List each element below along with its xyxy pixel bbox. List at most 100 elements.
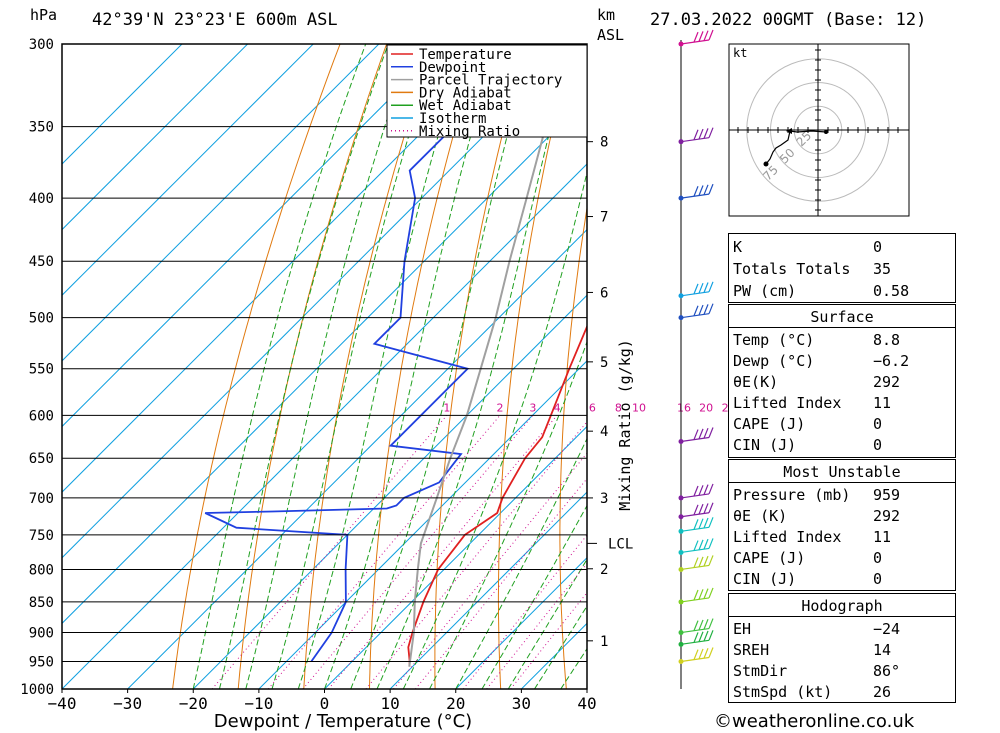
most-unstable-row-label: Pressure (mb) [733,486,851,504]
isotherm-line [62,44,380,362]
wet-adiabat-line [350,44,533,689]
wind-barb [678,303,714,321]
mixing-ratio-axis-label: Mixing Ratio (g/kg) [616,339,634,511]
mixing-ratio-label: 20 [699,401,713,414]
hodograph-stat-row-label: SREH [733,641,770,659]
mixing-ratio-line [486,562,587,689]
pressure-tick-label: 750 [29,528,54,544]
dry-adiabat-line [237,44,388,689]
credit-label: ©weatheronline.co.uk [714,711,915,732]
pressure-tick-label: 700 [29,491,54,507]
pressure-tick-label: 900 [29,626,54,642]
most-unstable-row-value: 0 [873,570,883,588]
hodograph-stat-row: EH −24 [729,618,955,639]
most-unstable-row-label: Lifted Index [733,528,842,546]
most-unstable-row-label: CIN (J) [733,570,797,588]
most-unstable-row-label: θE (K) [733,507,788,525]
legend-box [386,44,588,138]
most-unstable-panel: Most Unstable Pressure (mb) 959 θE (K) 292 L… [728,459,956,591]
totals-totals-value: 35 [873,260,892,278]
mixing-ratio-line [365,421,587,689]
hodograph-stat-row: StmSpd (kt) 26 [729,681,955,702]
wet-adiabat-line [429,340,587,689]
hodograph-stat-row: SREH 14 [729,639,955,660]
pressure-tick-label: 450 [29,254,54,270]
height-unit-asl-label: ASL [597,26,625,44]
hodograph-point [763,161,769,167]
hodograph-stats-title: Hodograph [801,597,883,615]
wind-barb [678,630,714,647]
surface-title: Surface [810,308,874,326]
wind-barb [678,127,714,145]
hodograph-stat-row-value: 26 [873,683,892,701]
most-unstable-row: CIN (J) 0 [729,568,955,589]
surface-panel: Surface Temp (°C) 8.8 Dewp (°C) −6.2 θE(K) 29… [728,304,956,458]
dry-adiabat-line [559,204,587,689]
pressure-unit-label: hPa [30,6,58,24]
pressure-tick-label: 1000 [20,682,54,698]
most-unstable-row: CAPE (J) 0 [729,547,955,568]
x-tick-label: −10 [244,694,273,713]
hodograph-stat-row-label: StmSpd (kt) [733,683,833,701]
legend-entry: Temperature [419,47,512,63]
isotherm-line [127,228,587,689]
hodograph-stat-row: StmDir 86° [729,660,955,681]
mixing-ratio-line [462,534,587,689]
surface-row-label: θE(K) [733,373,779,391]
x-tick-label: −30 [113,694,142,713]
mixing-ratio-label: 3 [529,401,536,414]
surface-row: θE(K) 292 [729,371,955,392]
surface-row-value: 11 [873,394,892,412]
most-unstable-title: Most Unstable [783,463,901,481]
most-unstable-row-value: 0 [873,549,883,567]
isotherm-line [455,557,587,689]
wind-barb [678,427,714,444]
height-unit-label: km [597,6,616,24]
km-tick-label: 1 [600,634,608,650]
pressure-tick-label: 650 [29,451,54,467]
location-label: 42°39'N 23°23'E 600m ASL [92,10,338,30]
most-unstable-row-value: 959 [873,486,901,504]
surface-row: CIN (J) 0 [729,434,955,455]
legend-entry: Wet Adiabat [419,98,512,114]
wind-barb [678,183,714,201]
wind-barb [678,483,714,501]
surface-row: CAPE (J) 0 [729,413,955,434]
pressure-tick-label: 350 [29,120,54,136]
surface-row-label: Dewp (°C) [733,352,815,370]
surface-row-value: 292 [873,373,901,391]
isotherm-line [62,44,314,296]
isotherm-line [258,360,587,689]
pressure-tick-label: 950 [29,655,54,671]
most-unstable-row-label: CAPE (J) [733,549,806,567]
hodograph-stat-row-value: 14 [873,641,892,659]
wind-barb [678,538,714,555]
wind-barb [678,517,714,534]
isotherm-line [389,491,587,689]
surface-row-value: 0 [873,436,883,454]
parcel-trajectory-series [408,44,571,667]
legend-entry: Dewpoint [419,60,486,76]
most-unstable-row-value: 292 [873,507,901,525]
x-tick-label: −20 [179,694,208,713]
km-tick-label: 4 [600,424,608,440]
x-axis-label: Dewpoint / Temperature (°C) [214,711,472,732]
mixing-ratio-label: 8 [615,401,622,414]
isotherm-line [62,44,248,231]
pressure-tick-label: 500 [29,311,54,327]
wet-adiabat-line [219,44,389,689]
x-tick-label: 10 [380,694,399,713]
surface-row: Lifted Index 11 [729,392,955,413]
hodograph-storm-marker [786,128,792,134]
hodograph-stat-row-label: EH [733,620,752,638]
surface-row-label: CIN (J) [733,436,797,454]
hodograph-stat-row-label: StmDir [733,662,788,680]
isotherm-line [62,44,183,165]
most-unstable-row: θE (K) 292 [729,505,955,526]
wind-barb [678,587,714,605]
hodograph-trace [765,130,827,165]
wet-adiabat-line [455,437,587,689]
wind-barb [678,555,714,572]
km-tick-label: 3 [600,491,608,507]
